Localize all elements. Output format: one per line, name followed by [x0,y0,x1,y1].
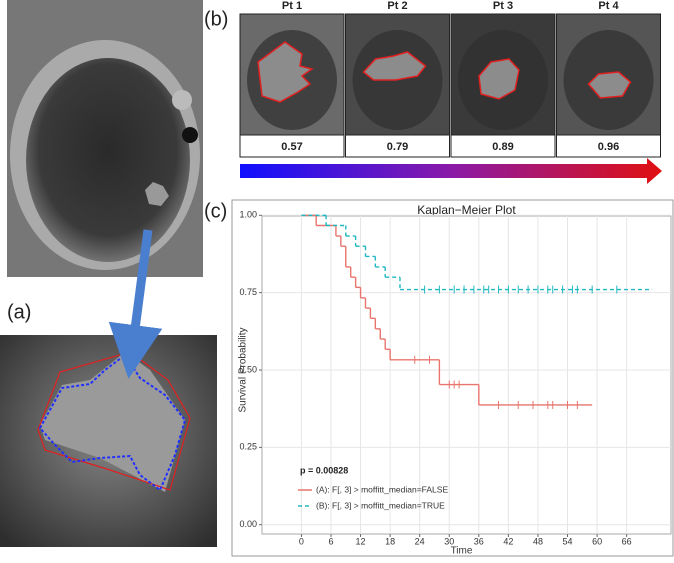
y-tick-label: 0.50 [239,364,257,374]
legend-label: (B): F[, 3] > moffitt_median=TRUE [316,500,445,510]
score-cell [556,134,661,158]
panel-label: (c) [204,200,227,222]
plot-area [261,215,672,535]
x-tick-label: 42 [503,536,513,546]
contour [362,51,427,81]
x-tick-label: 60 [592,536,602,546]
x-tick-label: 54 [563,536,573,546]
x-tick-label: 66 [622,536,632,546]
plot-panel [231,199,674,557]
panel-label: (b) [204,8,228,30]
y-axis-label: Survival Probability [238,327,249,412]
x-tick-label: 0 [299,536,304,546]
contour [257,41,314,103]
patient-label: Pt 2 [387,0,407,12]
score-cell [345,134,450,158]
arrow [108,229,163,379]
annotation: p = 0.00828 [300,465,348,475]
score-cell [239,134,345,158]
y-tick-label: 0.00 [239,519,257,529]
x-tick-label: 36 [474,536,484,546]
panel-label: (a) [7,301,31,323]
score: 0.79 [387,141,408,153]
y-tick-label: 0.25 [239,442,257,452]
x-tick-label: 24 [415,536,425,546]
score-cell [450,134,556,158]
score: 0.89 [492,141,513,153]
chart-title: Kaplan−Meier Plot [417,203,516,217]
patient-label: Pt 1 [282,0,302,12]
x-tick-label: 6 [328,536,333,546]
score: 0.96 [598,141,619,153]
x-tick-label: 30 [444,536,454,546]
x-tick-label: 12 [356,536,366,546]
y-tick-label: 1.00 [239,210,257,220]
patient-label: Pt 4 [598,0,619,12]
x-tick-label: 18 [385,536,395,546]
contour [587,71,632,99]
zoom-image [0,335,217,547]
ct-image [7,0,203,277]
x-axis-label: Time [451,546,473,557]
patient-label: Pt 3 [493,0,513,12]
x-tick-label: 48 [533,536,543,546]
legend-label: (A): F[, 3] > moffitt_median=FALSE [316,484,448,494]
y-tick-label: 0.75 [239,287,257,297]
score: 0.57 [281,141,302,153]
contour [478,58,520,100]
gradient-arrow [240,158,662,184]
